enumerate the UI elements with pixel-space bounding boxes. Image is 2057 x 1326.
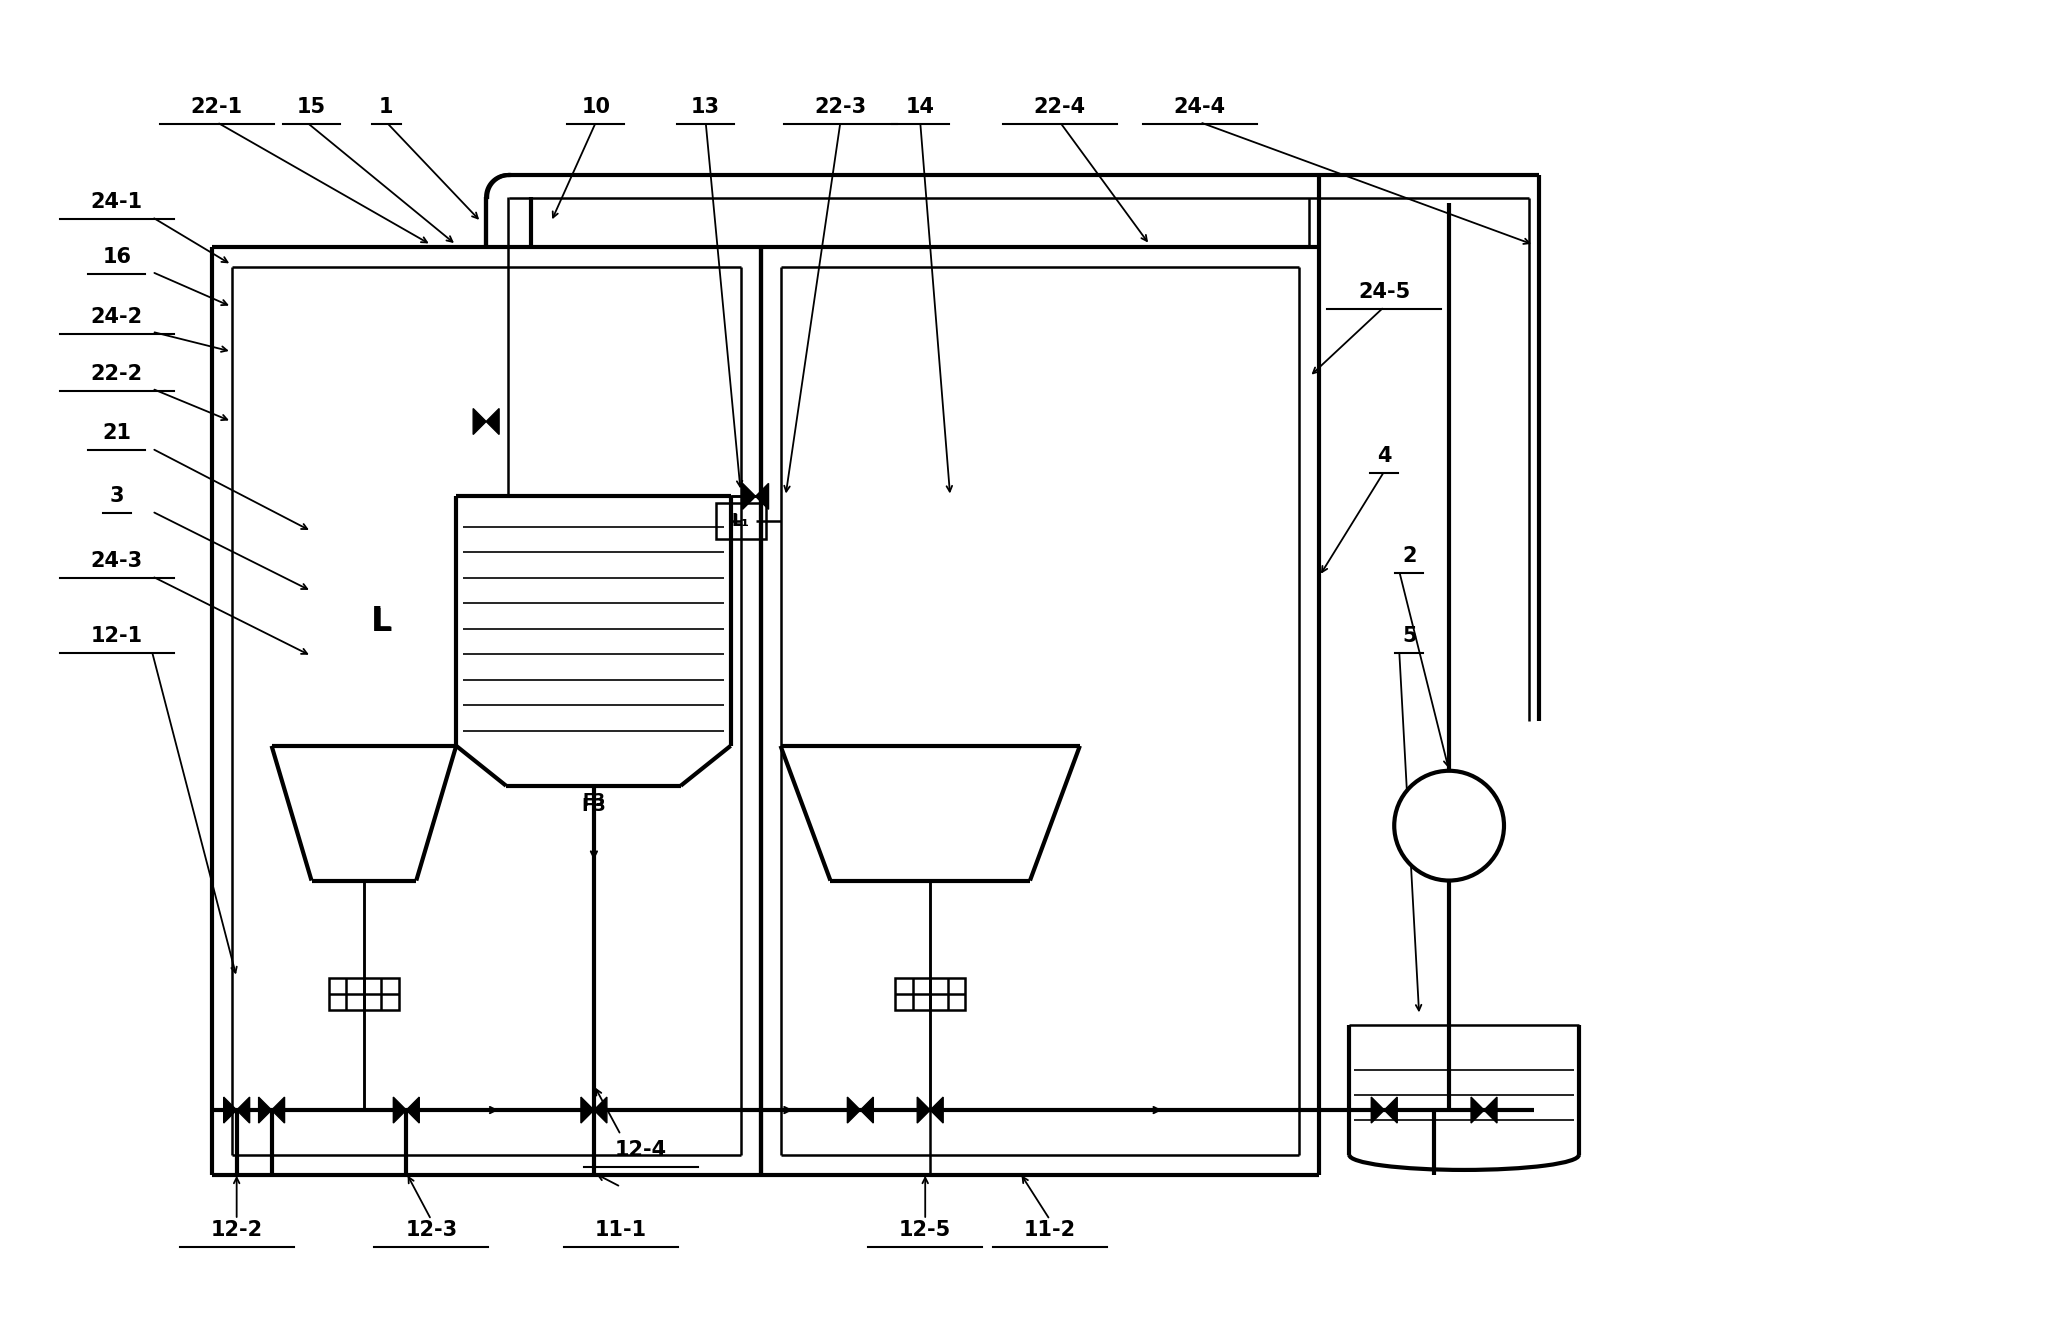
Text: 24-4: 24-4: [1175, 97, 1226, 117]
Text: 12-3: 12-3: [405, 1220, 457, 1240]
Polygon shape: [755, 484, 769, 509]
Polygon shape: [917, 1097, 930, 1123]
Polygon shape: [473, 408, 485, 435]
Bar: [716, 504, 765, 540]
Text: 24-3: 24-3: [91, 552, 144, 572]
Text: 12-1: 12-1: [91, 626, 144, 646]
Polygon shape: [743, 484, 755, 509]
Bar: [895, 979, 930, 1010]
Text: L: L: [372, 606, 391, 635]
Polygon shape: [237, 1097, 249, 1123]
Polygon shape: [407, 1097, 420, 1123]
Polygon shape: [860, 1097, 874, 1123]
Text: 10: 10: [582, 97, 611, 117]
Polygon shape: [485, 408, 500, 435]
Polygon shape: [580, 1097, 594, 1123]
Text: 22-4: 22-4: [1035, 97, 1086, 117]
Text: 5: 5: [1403, 626, 1417, 646]
Polygon shape: [224, 1097, 237, 1123]
Text: 14: 14: [905, 97, 934, 117]
Polygon shape: [393, 1097, 407, 1123]
Text: 22-1: 22-1: [191, 97, 243, 117]
Text: F3: F3: [582, 797, 607, 814]
Polygon shape: [1384, 1097, 1397, 1123]
Text: 22-3: 22-3: [815, 97, 866, 117]
Circle shape: [1395, 770, 1504, 880]
Polygon shape: [1471, 1097, 1483, 1123]
Text: 15: 15: [296, 97, 327, 117]
Text: 3: 3: [109, 487, 123, 507]
Polygon shape: [259, 1097, 272, 1123]
Text: 12-4: 12-4: [615, 1140, 666, 1160]
Text: 12-2: 12-2: [210, 1220, 263, 1240]
Text: 1: 1: [378, 97, 393, 117]
Text: 22-2: 22-2: [91, 363, 144, 383]
Text: L₁: L₁: [732, 512, 749, 530]
Text: L₁: L₁: [732, 513, 749, 529]
Text: 13: 13: [691, 97, 720, 117]
Text: 4: 4: [1376, 447, 1391, 467]
Text: F3: F3: [582, 792, 605, 810]
Bar: [329, 979, 364, 1010]
Text: 24-5: 24-5: [1358, 281, 1411, 302]
Text: 11-2: 11-2: [1024, 1220, 1076, 1240]
Polygon shape: [847, 1097, 860, 1123]
Text: 2: 2: [1403, 546, 1417, 566]
Text: 11-1: 11-1: [594, 1220, 646, 1240]
Polygon shape: [930, 1097, 944, 1123]
Text: 24-1: 24-1: [91, 192, 144, 212]
Bar: [364, 979, 399, 1010]
Polygon shape: [272, 1097, 284, 1123]
Polygon shape: [1483, 1097, 1497, 1123]
Polygon shape: [594, 1097, 607, 1123]
Text: 16: 16: [103, 247, 132, 267]
Polygon shape: [1372, 1097, 1384, 1123]
Text: 21: 21: [103, 423, 132, 443]
Text: L: L: [370, 605, 393, 638]
Text: 24-2: 24-2: [91, 306, 144, 326]
Text: 12-5: 12-5: [899, 1220, 950, 1240]
Bar: [930, 979, 965, 1010]
